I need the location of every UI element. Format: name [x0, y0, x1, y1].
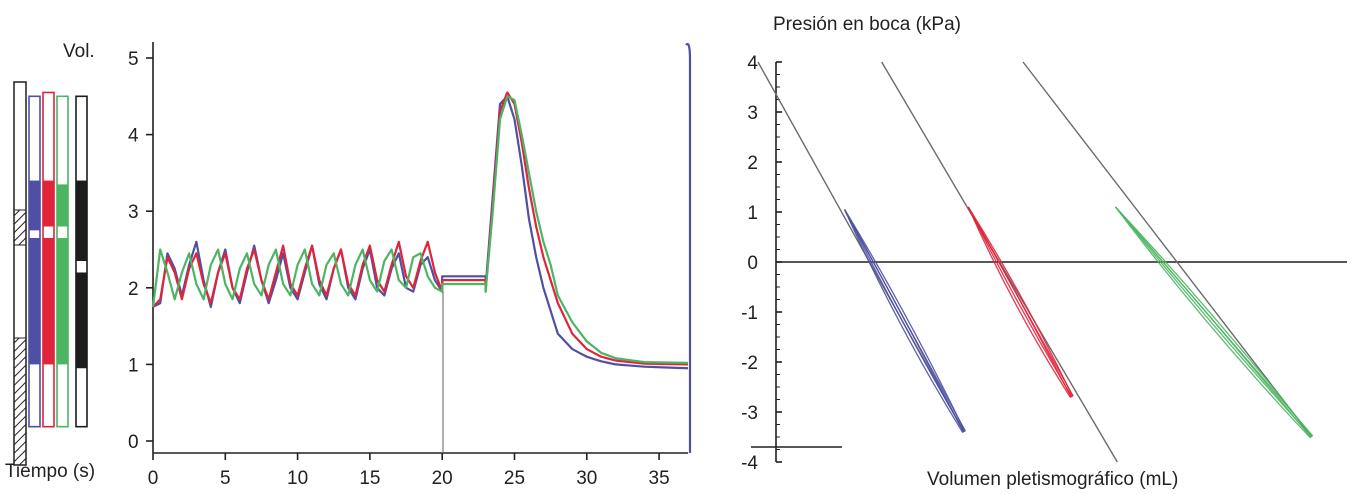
left-y-tick-label: 1: [128, 355, 139, 376]
bar-fill-blue: [29, 180, 40, 231]
series-line-red: [152, 91, 689, 366]
loop-blue: [843, 209, 964, 434]
left-y-tick-label: 4: [128, 126, 139, 147]
left-x-ticks: 0 5 10 15 20 25 30 35: [148, 453, 670, 489]
loop-blue: [844, 209, 965, 433]
left-right-edge-line: [685, 42, 692, 453]
loop-red: [967, 206, 1074, 397]
right-y-tick-label: 1: [747, 203, 758, 224]
left-y-label: Vol.: [63, 41, 95, 62]
left-chart: Vol. Tiempo (s) 0 1 2 3 4 5 0 5 10 15 20 25 30 35: [5, 41, 692, 489]
left-y-ticks: 0 1 2 3 4 5: [128, 49, 153, 453]
left-x-tick-label: 25: [504, 468, 525, 489]
left-series-group: [151, 91, 689, 370]
left-y-tick-label: 3: [128, 202, 139, 223]
left-x-tick-label: 35: [649, 468, 670, 489]
loop-red: [967, 206, 1072, 398]
right-y-label: Presión en boca (kPa): [773, 14, 961, 35]
hatched-block-upper: [13, 209, 27, 246]
right-y-tick-label: 4: [747, 53, 758, 74]
loop-red: [967, 206, 1072, 399]
left-x-tick-label: 10: [287, 468, 308, 489]
loop-green: [1115, 206, 1312, 438]
bar-frame-black: [75, 95, 88, 428]
left-x-label: Tiempo (s): [5, 461, 95, 482]
loop-green: [1115, 206, 1313, 438]
right-y-tick-label: 2: [747, 153, 758, 174]
right-chart: Presión en boca (kPa) Volumen pletismogr…: [741, 14, 1347, 490]
bar-fill-green: [57, 184, 68, 227]
left-bars-group: [13, 81, 88, 466]
right-y-tick-label: 3: [747, 103, 758, 124]
left-x-tick-label: 30: [576, 468, 597, 489]
bar-fill-red: [43, 238, 54, 365]
bar-fill-black: [76, 180, 87, 261]
bar-fill-black: [76, 272, 87, 369]
right-guide-line: [1022, 61, 1313, 438]
right-y-tick-label: 0: [747, 253, 758, 274]
right-y-tick-label: -2: [741, 353, 758, 374]
bar-fill-green: [57, 238, 68, 365]
right-y-tick-label: -4: [741, 453, 758, 474]
left-x-tick-label: 5: [220, 468, 231, 489]
right-y-ticks: 4 3 2 1 0 -1 -2 -3 -4: [741, 53, 782, 474]
right-y-tick-label: -3: [741, 403, 758, 424]
loop-blue: [844, 209, 966, 432]
right-y-tick-label: -1: [741, 303, 758, 324]
bar-fill-red: [43, 180, 54, 227]
left-y-tick-label: 0: [128, 432, 139, 453]
loop-green: [1115, 206, 1311, 439]
bar-fill-blue: [29, 238, 40, 365]
left-y-tick-label: 5: [128, 49, 139, 70]
hatched-block-lower: [13, 337, 27, 466]
left-x-tick-label: 0: [148, 468, 159, 489]
left-x-tick-label: 15: [359, 468, 380, 489]
loop-green: [1115, 206, 1313, 437]
left-y-tick-label: 2: [128, 279, 139, 300]
series-line-blue: [152, 95, 689, 370]
right-loops-group: [843, 206, 1314, 439]
series-line-green: [151, 95, 689, 364]
right-x-label: Volumen pletismográfico (mL): [927, 469, 1178, 490]
left-x-tick-label: 20: [432, 468, 453, 489]
